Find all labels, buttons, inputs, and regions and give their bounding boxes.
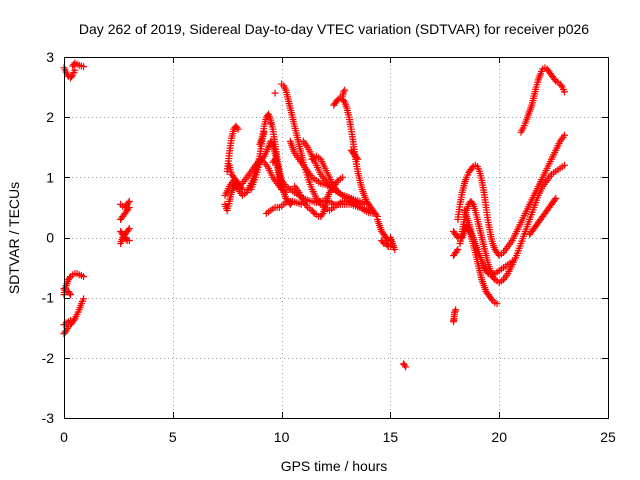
series-track-27 <box>339 86 349 100</box>
data-point <box>354 155 362 163</box>
x-axis-label: GPS time / hours <box>281 458 388 474</box>
series-track-33 <box>450 306 460 326</box>
data-point <box>383 241 391 249</box>
series-track-10 <box>117 227 133 245</box>
data-point <box>454 246 462 254</box>
series-track-32 <box>399 360 410 371</box>
chart-title: Day 262 of 2019, Sidereal Day-to-day VTE… <box>79 21 589 37</box>
data-point <box>260 128 268 136</box>
data-point <box>508 258 516 266</box>
data-point <box>402 363 410 371</box>
y-axis-label: SDTVAR / TECUs <box>6 182 22 294</box>
data-point <box>68 73 76 81</box>
y-tick-label: 2 <box>46 109 54 125</box>
series-track-41 <box>526 194 560 238</box>
y-tick-label: 3 <box>46 49 54 65</box>
data-point <box>379 238 387 246</box>
data-point <box>67 317 75 325</box>
data-point <box>71 66 79 74</box>
data-point <box>271 89 279 97</box>
data-point <box>551 196 559 204</box>
y-tick-labels: -3 -2 -1 0 1 2 3 <box>42 49 55 426</box>
y-tick-label: -2 <box>42 350 55 366</box>
data-point <box>125 224 133 232</box>
data-point <box>125 203 133 211</box>
data-point <box>341 86 349 94</box>
data-point <box>65 289 73 297</box>
data-point <box>488 295 496 303</box>
series-track-12 <box>223 122 242 175</box>
series-track-36 <box>454 131 568 260</box>
series-track-20 <box>271 89 279 97</box>
series-track-18 <box>256 128 268 148</box>
series-track-17 <box>262 197 305 217</box>
data-point <box>65 274 73 282</box>
data-point <box>560 131 568 139</box>
y-tick-label: 1 <box>46 169 54 185</box>
series-track-34 <box>450 246 462 260</box>
data-point <box>339 173 347 181</box>
data-point <box>560 161 568 169</box>
data-point <box>340 97 348 105</box>
data-point <box>80 63 88 71</box>
y-tick-label: -1 <box>42 290 55 306</box>
data-point <box>125 197 133 205</box>
x-tick-labels: 0 5 10 15 20 25 <box>60 429 616 445</box>
data-point <box>268 139 276 147</box>
series-track-30 <box>378 237 394 251</box>
series-track-01 <box>60 64 79 82</box>
data-point <box>353 154 361 162</box>
data-point <box>318 211 326 219</box>
data-point <box>391 246 399 254</box>
data-point <box>560 88 568 96</box>
x-tick-label: 15 <box>383 429 399 445</box>
data-point <box>401 361 409 369</box>
data-point <box>67 291 75 299</box>
x-tick-label: 0 <box>60 429 68 445</box>
series-track-26 <box>330 94 381 220</box>
data-point <box>453 247 461 255</box>
data-point <box>372 211 380 219</box>
data-point <box>124 226 132 234</box>
series-track-40 <box>517 64 568 136</box>
series-track-39 <box>460 206 516 279</box>
x-tick-label: 25 <box>600 429 616 445</box>
data-point <box>267 119 275 127</box>
y-tick-label: -3 <box>42 410 55 426</box>
data-point <box>80 295 88 303</box>
x-tick-label: 20 <box>491 429 507 445</box>
data-points <box>60 59 568 371</box>
data-point <box>125 237 133 245</box>
series-track-25 <box>308 152 368 208</box>
series-track-37 <box>456 161 568 287</box>
series-track-28 <box>347 146 362 163</box>
series-track-31 <box>386 234 399 254</box>
data-point <box>61 328 69 336</box>
data-point <box>557 82 565 90</box>
data-point <box>552 194 560 202</box>
data-point <box>80 273 88 281</box>
axis-ticks <box>64 57 609 419</box>
series-track-04 <box>60 295 88 338</box>
y-tick-label: 0 <box>46 230 54 246</box>
series-track-02 <box>69 59 88 71</box>
data-point <box>122 235 130 243</box>
data-point <box>233 124 241 132</box>
data-point <box>468 199 476 207</box>
data-point <box>234 125 242 133</box>
data-point <box>452 306 460 314</box>
series-track-08 <box>117 203 133 223</box>
data-point <box>493 300 501 308</box>
x-tick-label: 5 <box>169 429 177 445</box>
x-tick-label: 10 <box>274 429 290 445</box>
series-track-19 <box>267 119 275 127</box>
data-point <box>124 199 132 207</box>
data-point <box>124 205 132 213</box>
